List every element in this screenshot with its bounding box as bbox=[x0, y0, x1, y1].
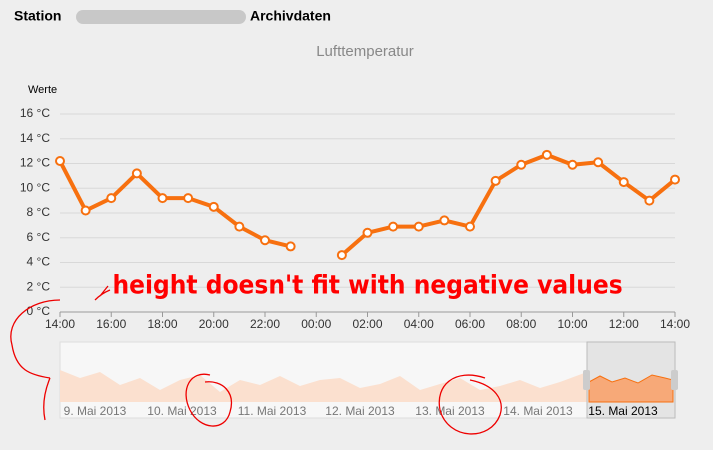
data-point bbox=[567, 159, 578, 170]
x-tick-label: 04:00 bbox=[404, 317, 434, 331]
navigator-label: 11. Mai 2013 bbox=[238, 404, 307, 418]
x-tick-label: 00:00 bbox=[301, 317, 331, 331]
data-point bbox=[285, 241, 296, 252]
navigator-label: 13. Mai 2013 bbox=[415, 404, 485, 418]
scribble bbox=[438, 374, 502, 435]
y-tick-label: 6 °C bbox=[27, 230, 51, 244]
y-tick-label: 4 °C bbox=[27, 255, 51, 269]
y-tick-label: 12 °C bbox=[20, 156, 50, 170]
scribble bbox=[185, 373, 232, 427]
x-tick-label: 22:00 bbox=[250, 317, 280, 331]
data-point bbox=[490, 175, 501, 186]
y-tick-label: 8 °C bbox=[27, 205, 51, 219]
navigator-label: 9. Mai 2013 bbox=[64, 404, 127, 418]
navigator-selected-series bbox=[588, 374, 674, 403]
data-point bbox=[670, 174, 680, 185]
data-point bbox=[55, 156, 65, 167]
data-point bbox=[157, 193, 168, 204]
x-tick-label: 16:00 bbox=[96, 317, 126, 331]
data-point bbox=[465, 221, 475, 232]
x-tick-label: 20:00 bbox=[199, 317, 229, 331]
series-line bbox=[58, 160, 292, 249]
x-tick-label: 08:00 bbox=[506, 317, 536, 331]
navigator-label: 10. Mai 2013 bbox=[147, 404, 217, 418]
y-axis-label: Werte bbox=[28, 84, 57, 96]
data-point bbox=[260, 235, 270, 246]
data-point bbox=[593, 157, 604, 168]
data-point bbox=[516, 159, 527, 170]
data-point bbox=[183, 193, 194, 204]
data-point bbox=[131, 168, 142, 179]
data-point bbox=[439, 215, 450, 226]
navigator-label: 14. Mai 2013 bbox=[503, 404, 573, 418]
data-point bbox=[413, 221, 424, 232]
y-tick-label: 16 °C bbox=[20, 106, 50, 120]
navigator-label: 15. Mai 2013 bbox=[588, 404, 658, 418]
x-tick-label: 12:00 bbox=[609, 317, 639, 331]
navigator-handle[interactable] bbox=[671, 370, 678, 390]
data-point bbox=[336, 250, 347, 261]
data-point bbox=[541, 149, 552, 160]
chart-title: Lufttemperatur bbox=[316, 43, 414, 60]
y-tick-label: 14 °C bbox=[20, 131, 50, 145]
data-point bbox=[80, 205, 91, 216]
scribbles bbox=[10, 285, 502, 435]
x-tick-label: 06:00 bbox=[455, 317, 485, 331]
y-tick-label: 2 °C bbox=[27, 279, 51, 293]
scribble bbox=[94, 285, 111, 301]
series-line bbox=[340, 152, 677, 257]
y-tick-label: 10 °C bbox=[20, 180, 50, 194]
y-tick-label: 0 °C bbox=[27, 304, 51, 318]
annotation: height doesn't fit with negative values bbox=[113, 269, 623, 299]
data-point bbox=[362, 227, 373, 238]
blurred-name bbox=[76, 10, 246, 24]
x-tick-label: 02:00 bbox=[352, 317, 382, 331]
data-point bbox=[644, 195, 655, 206]
x-tick-label: 14:00 bbox=[45, 317, 75, 331]
station-label: Station bbox=[14, 8, 61, 24]
navigator-label: 12. Mai 2013 bbox=[325, 404, 395, 418]
scribble bbox=[10, 299, 61, 421]
data-point bbox=[208, 201, 219, 212]
data-point bbox=[234, 221, 245, 232]
data-point bbox=[618, 177, 629, 188]
x-tick-label: 18:00 bbox=[147, 317, 177, 331]
navigator-series bbox=[60, 370, 587, 402]
x-tick-label: 14:00 bbox=[660, 317, 690, 331]
data-point bbox=[388, 221, 399, 232]
archive-label: Archivdaten bbox=[250, 8, 331, 24]
navigator-handle[interactable] bbox=[583, 370, 590, 390]
data-point bbox=[106, 193, 117, 204]
x-tick-label: 10:00 bbox=[557, 317, 587, 331]
